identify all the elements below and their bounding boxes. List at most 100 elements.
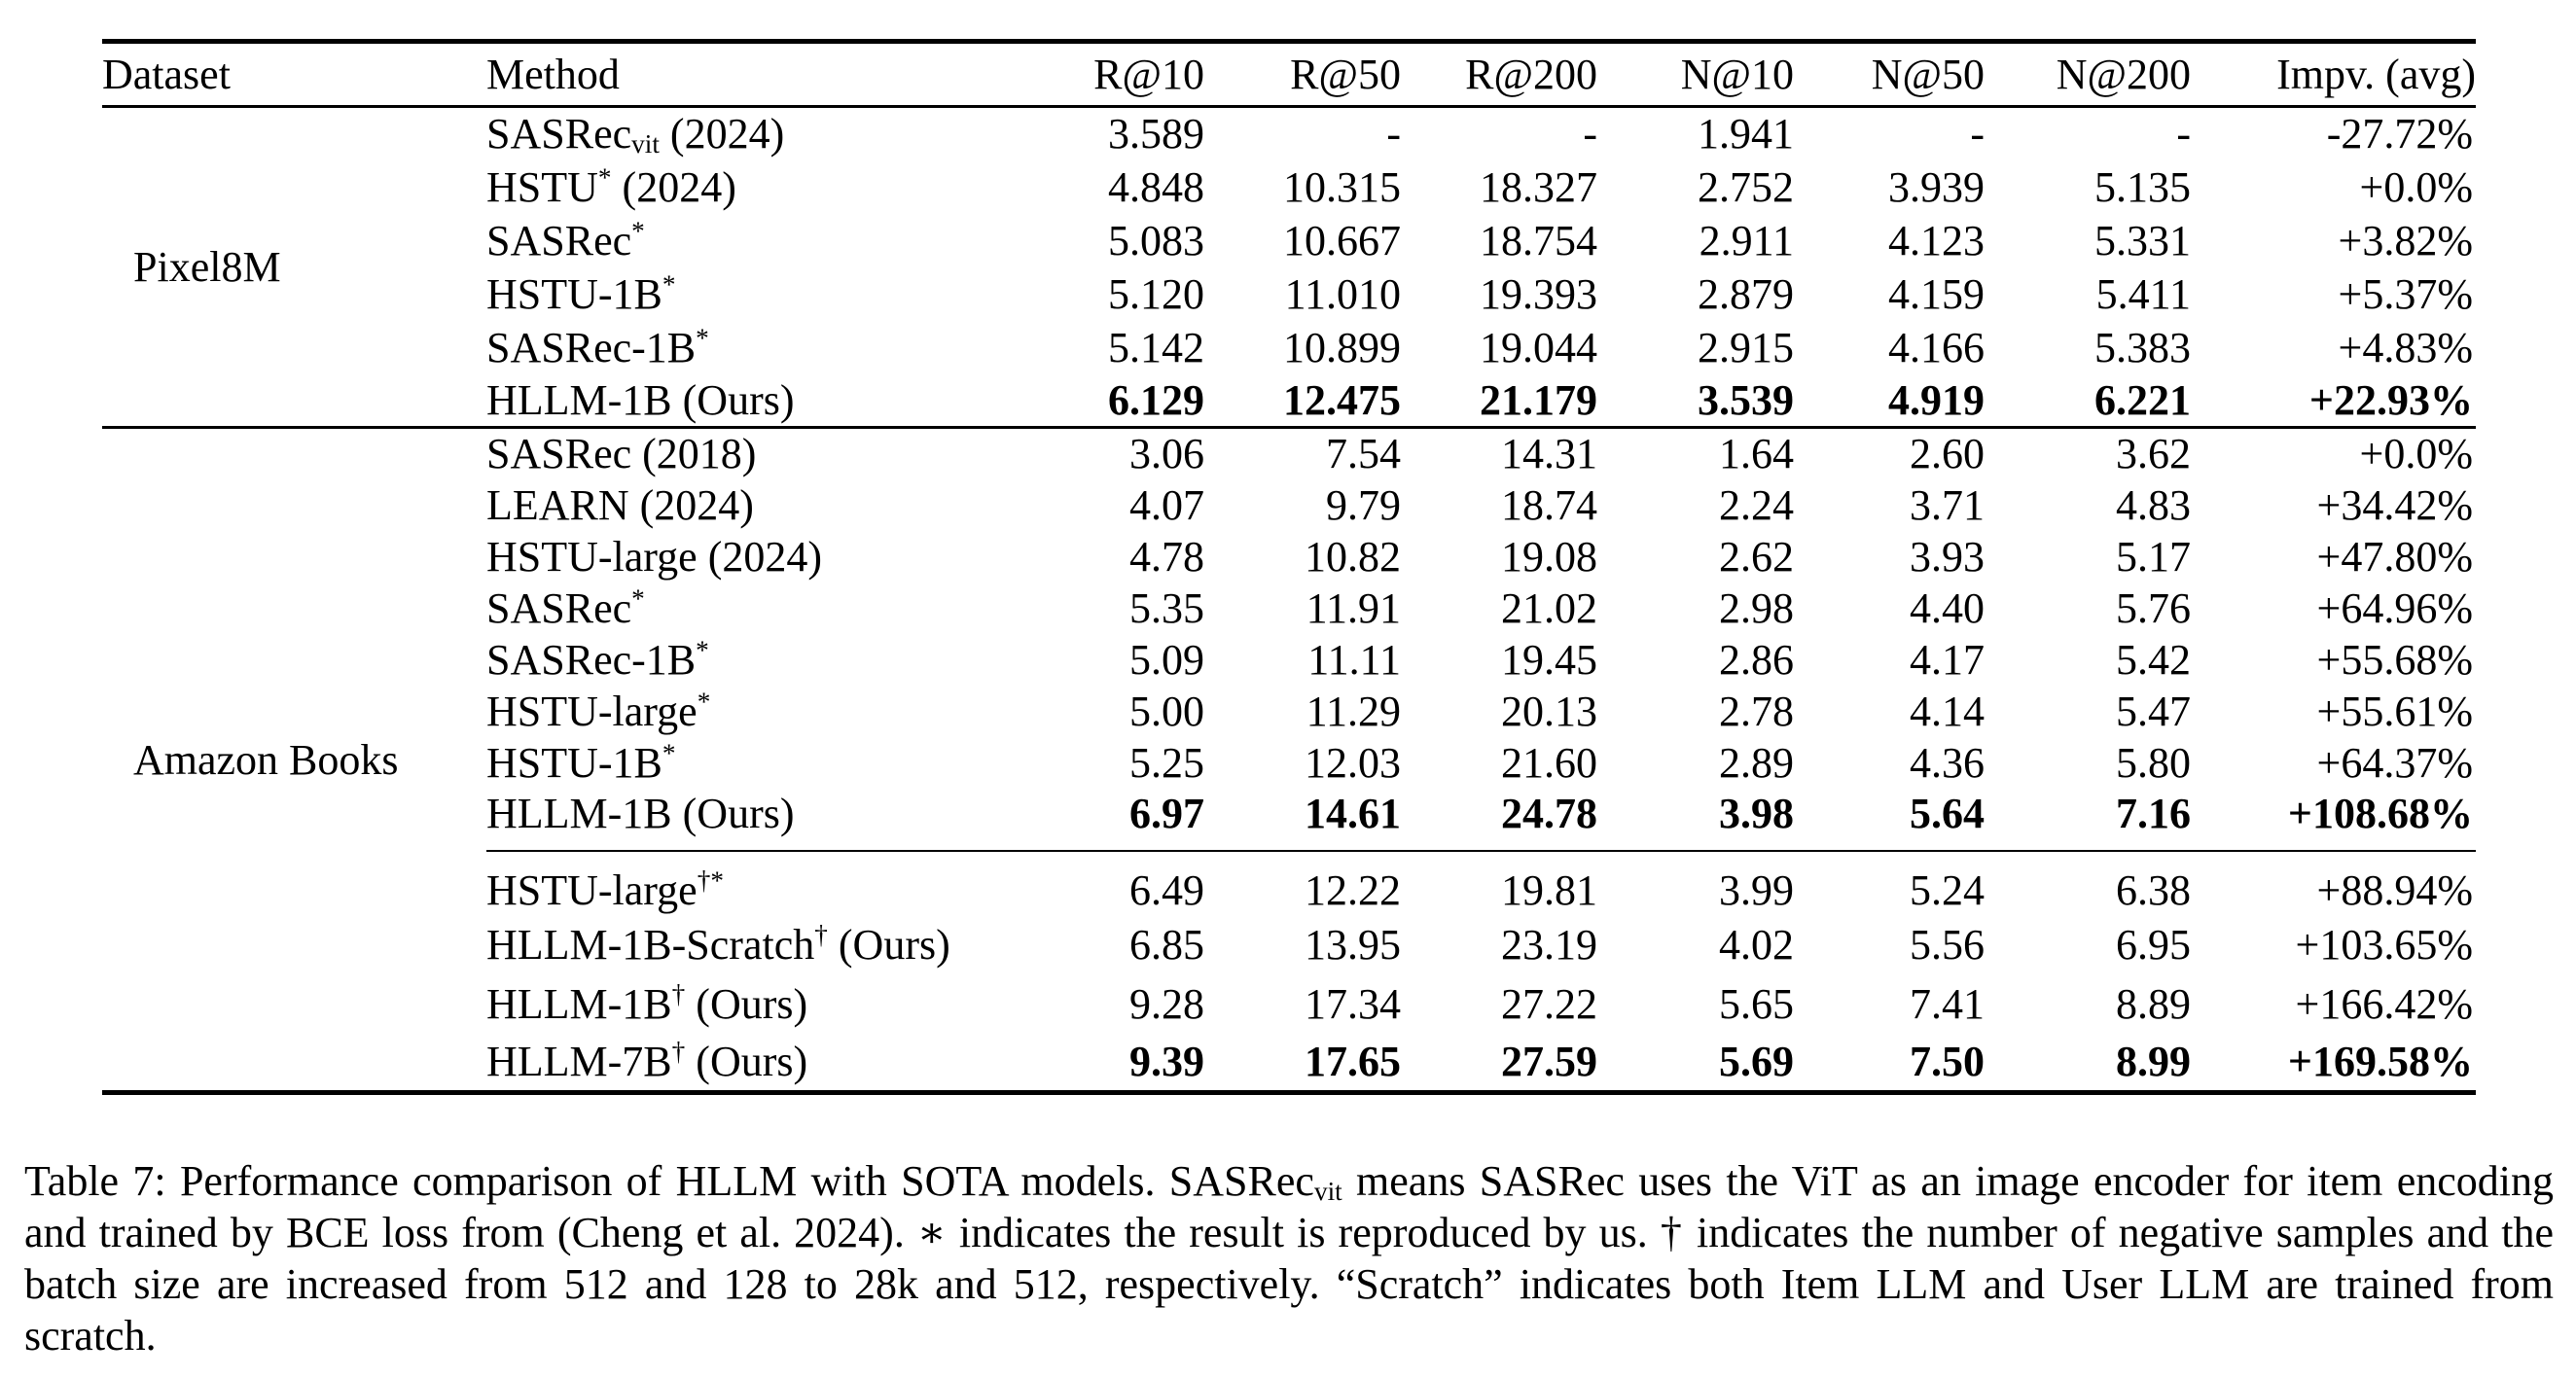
method-cell: HSTU-large* — [486, 686, 1017, 737]
metric-cell: 14.61 — [1305, 789, 1401, 837]
metric-cell: 6.38 — [1985, 849, 2191, 915]
method-suffix: (2024) — [697, 532, 823, 581]
metric-cell: 5.135 — [2094, 162, 2191, 211]
table-row: HSTU-1B* 5.25 12.03 21.60 2.89 4.36 5.80 +64.37… — [102, 737, 2476, 789]
results-table: Dataset Method R@10 R@50 R@200 N@10 N@50 N@200 I… — [102, 39, 2476, 1095]
metric-cell: 5.56 — [1910, 920, 1985, 969]
metric-cell: 5.69 — [1719, 1038, 1794, 1086]
method-suffix: (Ours) — [671, 375, 795, 424]
metric-cell: 19.45 — [1501, 635, 1597, 684]
metric-cell: 4.159 — [1888, 269, 1985, 318]
column-header: Method — [486, 51, 620, 98]
metric-cell: 11.91 — [1306, 583, 1401, 632]
method-cell: SASRec-1B* — [486, 321, 1017, 374]
method-superscript: * — [631, 583, 645, 613]
metric-cell: 2.879 — [1698, 269, 1794, 318]
metric-cell: 14.31 — [1501, 430, 1597, 478]
metric-cell: 27.59 — [1501, 1038, 1597, 1086]
method-cell: HLLM-7B† (Ours) — [486, 1034, 1017, 1093]
metric-cell: 6.95 — [2116, 920, 2191, 969]
metric-cell: 21.02 — [1501, 583, 1597, 632]
metric-cell: 10.899 — [1283, 323, 1401, 371]
metric-cell: 3.939 — [1888, 162, 1985, 211]
method-cell: SASRec* — [486, 583, 1017, 634]
method-cell: HLLM-1B (Ours) — [486, 789, 1017, 851]
metric-cell: 5.142 — [1108, 323, 1204, 371]
column-header: N@10 — [1680, 51, 1794, 98]
method-suffix: (Ours) — [671, 789, 795, 837]
metric-cell: 2.98 — [1719, 583, 1794, 632]
metric-cell: 5.80 — [2116, 738, 2191, 787]
column-header: N@200 — [2056, 51, 2191, 98]
method-superscript: * — [662, 737, 676, 767]
metric-cell: 21.179 — [1480, 375, 1597, 424]
method-label: HSTU-large — [486, 687, 698, 735]
metric-cell: 11.29 — [1306, 687, 1401, 735]
metric-cell: 4.36 — [1910, 738, 1985, 787]
header-row: Dataset Method R@10 R@50 R@200 N@10 N@50 N@200 I… — [102, 42, 2476, 107]
metric-cell: 9.39 — [1129, 1038, 1204, 1086]
metric-cell: 6.129 — [1108, 375, 1204, 424]
dataset-group: Pixel8M SASRecvit (2024) 3.589- -1.941- - -27… — [102, 107, 2476, 428]
method-suffix: (Ours) — [827, 920, 950, 969]
metric-cell: 3.98 — [1719, 789, 1794, 837]
method-cell: HLLM-1B-Scratch† (Ours) — [486, 915, 1017, 974]
metric-cell: 3.06 — [1129, 430, 1204, 478]
improvement-cell: +4.83% — [2338, 323, 2473, 371]
metric-cell: 19.08 — [1501, 532, 1597, 581]
metric-cell: 5.083 — [1108, 216, 1204, 265]
metric-cell: 5.331 — [2094, 216, 2191, 265]
metric-cell: - — [1970, 110, 1985, 159]
dataset-group: Amazon Books SASRec (2018) 3.06 7.54 14.31 1.… — [102, 428, 2476, 1093]
method-superscript: * — [696, 634, 709, 664]
metric-cell: 5.35 — [1129, 583, 1204, 632]
metric-cell: 6.49 — [1017, 849, 1204, 915]
metric-cell: 18.327 — [1480, 162, 1597, 211]
improvement-cell: +55.61% — [2316, 687, 2473, 735]
metric-cell: 3.589 — [1108, 110, 1204, 159]
metric-cell: 12.475 — [1283, 375, 1401, 424]
metric-cell: 5.76 — [2116, 583, 2191, 632]
column-header: Dataset — [102, 51, 231, 98]
results-table-wrap: Dataset Method R@10 R@50 R@200 N@10 N@50 N@200 I… — [102, 39, 2476, 1095]
metric-cell: 2.86 — [1719, 635, 1794, 684]
metric-cell: 5.383 — [2094, 323, 2191, 371]
metric-cell: 23.19 — [1501, 920, 1597, 969]
improvement-cell: +47.80% — [2316, 532, 2473, 581]
method-label: SASRec — [486, 110, 632, 159]
method-label: HSTU-large — [486, 532, 698, 581]
method-label: SASRec — [486, 430, 632, 478]
metric-cell: 19.393 — [1480, 269, 1597, 318]
table-row: HSTU-large (2024) 4.78 10.82 19.08 2.62 3.93 5… — [102, 531, 2476, 583]
improvement-cell: +22.93% — [2308, 375, 2473, 424]
method-superscript: † — [671, 978, 686, 1008]
metric-cell: 4.83 — [2116, 480, 2191, 529]
method-cell: HLLM-1B (Ours) — [486, 374, 1017, 428]
method-label: HLLM-7B — [486, 1038, 672, 1086]
metric-cell: 3.71 — [1910, 480, 1985, 529]
table-row: SASRec-1B* 5.09 11.11 19.45 2.86 4.17 5.42 +55.… — [102, 634, 2476, 686]
metric-cell: 5.24 — [1794, 849, 1985, 915]
method-suffix: (Ours) — [685, 979, 808, 1028]
metric-cell: 11.11 — [1307, 635, 1401, 684]
metric-cell: - — [1386, 110, 1401, 159]
method-suffix: (2024) — [659, 110, 785, 159]
metric-cell: 4.848 — [1108, 162, 1204, 211]
column-header: R@10 — [1093, 51, 1204, 98]
table-row: HSTU-large* 5.00 11.29 20.13 2.78 4.14 5.47 +55… — [102, 686, 2476, 737]
metric-cell: 27.22 — [1501, 979, 1597, 1028]
metric-cell: 6.85 — [1129, 920, 1204, 969]
metric-cell: 4.123 — [1888, 216, 1985, 265]
method-suffix: (2024) — [611, 162, 736, 211]
method-label: HLLM-1B-Scratch — [486, 920, 815, 969]
metric-cell: 5.65 — [1719, 979, 1794, 1028]
metric-cell: 2.752 — [1698, 162, 1794, 211]
method-superscript: * — [631, 215, 645, 245]
caption-text: means SASRec uses the ViT as an image en… — [24, 1157, 2554, 1359]
metric-cell: 7.41 — [1910, 979, 1985, 1028]
table-row: Pixel8M SASRecvit (2024) 3.589- -1.941- - -27… — [102, 107, 2476, 291]
metric-cell: 20.13 — [1501, 687, 1597, 735]
method-label: SASRec — [486, 216, 632, 265]
caption-subscript: vit — [1313, 1176, 1342, 1206]
metric-cell: 5.411 — [2095, 269, 2191, 318]
